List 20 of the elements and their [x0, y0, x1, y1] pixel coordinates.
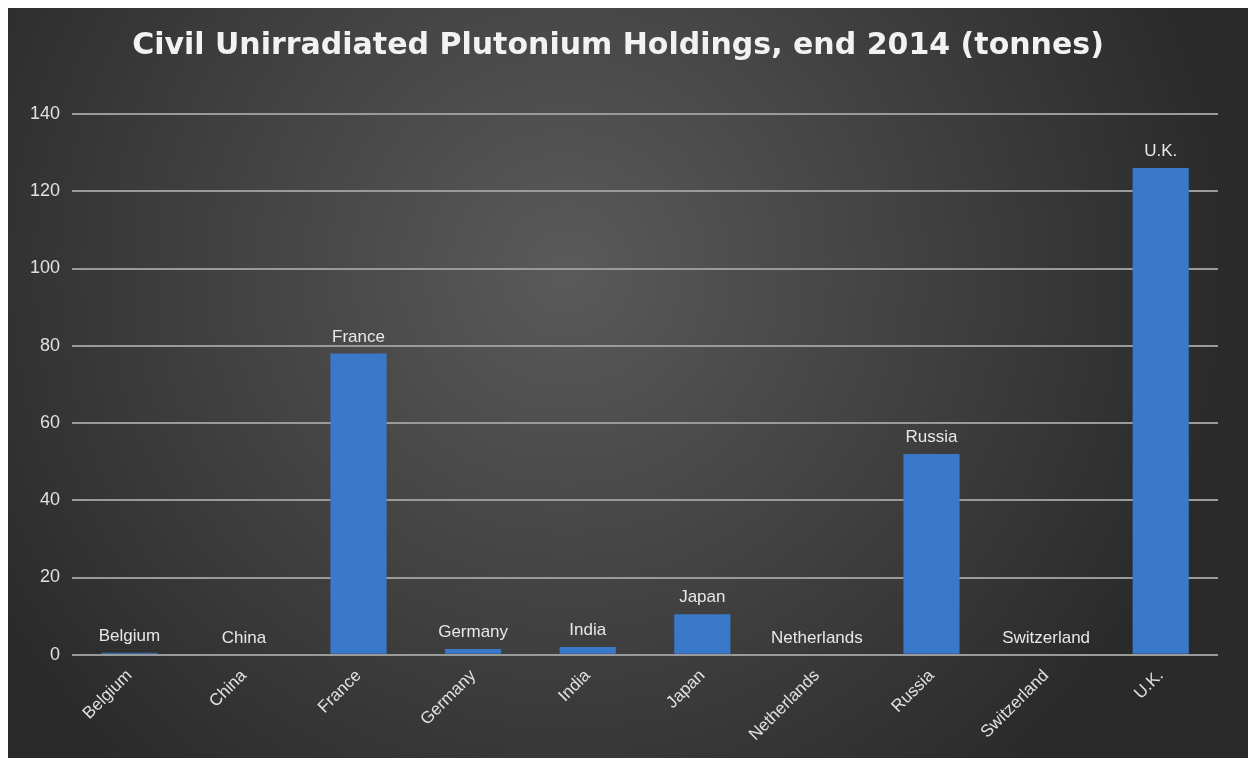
- annotation: U.K.: [1144, 141, 1178, 161]
- y-tick-label: 0: [50, 643, 61, 664]
- annotation: Switzerland: [1002, 627, 1091, 647]
- annotation: India: [569, 620, 607, 640]
- chart-title: Civil Unirradiated Plutonium Holdings, end 2014 (tonnes): [132, 25, 1104, 61]
- annotation: France: [332, 326, 385, 346]
- annotation: Belgium: [98, 626, 161, 646]
- y-tick-label: 100: [29, 257, 61, 278]
- annotation: Netherlands: [771, 627, 863, 647]
- annotation: Russia: [905, 427, 959, 447]
- y-tick-label: 60: [40, 411, 61, 432]
- annotation: Germany: [438, 622, 509, 642]
- y-tick-label: 80: [40, 334, 61, 355]
- annotation: China: [221, 627, 267, 647]
- y-tick-label: 40: [40, 489, 61, 510]
- x-tick-label: U.K.: [1130, 665, 1167, 703]
- y-tick-label: 140: [29, 102, 61, 123]
- annotation: Japan: [679, 587, 726, 607]
- y-tick-label: 20: [40, 566, 61, 587]
- y-tick-label: 120: [29, 180, 61, 201]
